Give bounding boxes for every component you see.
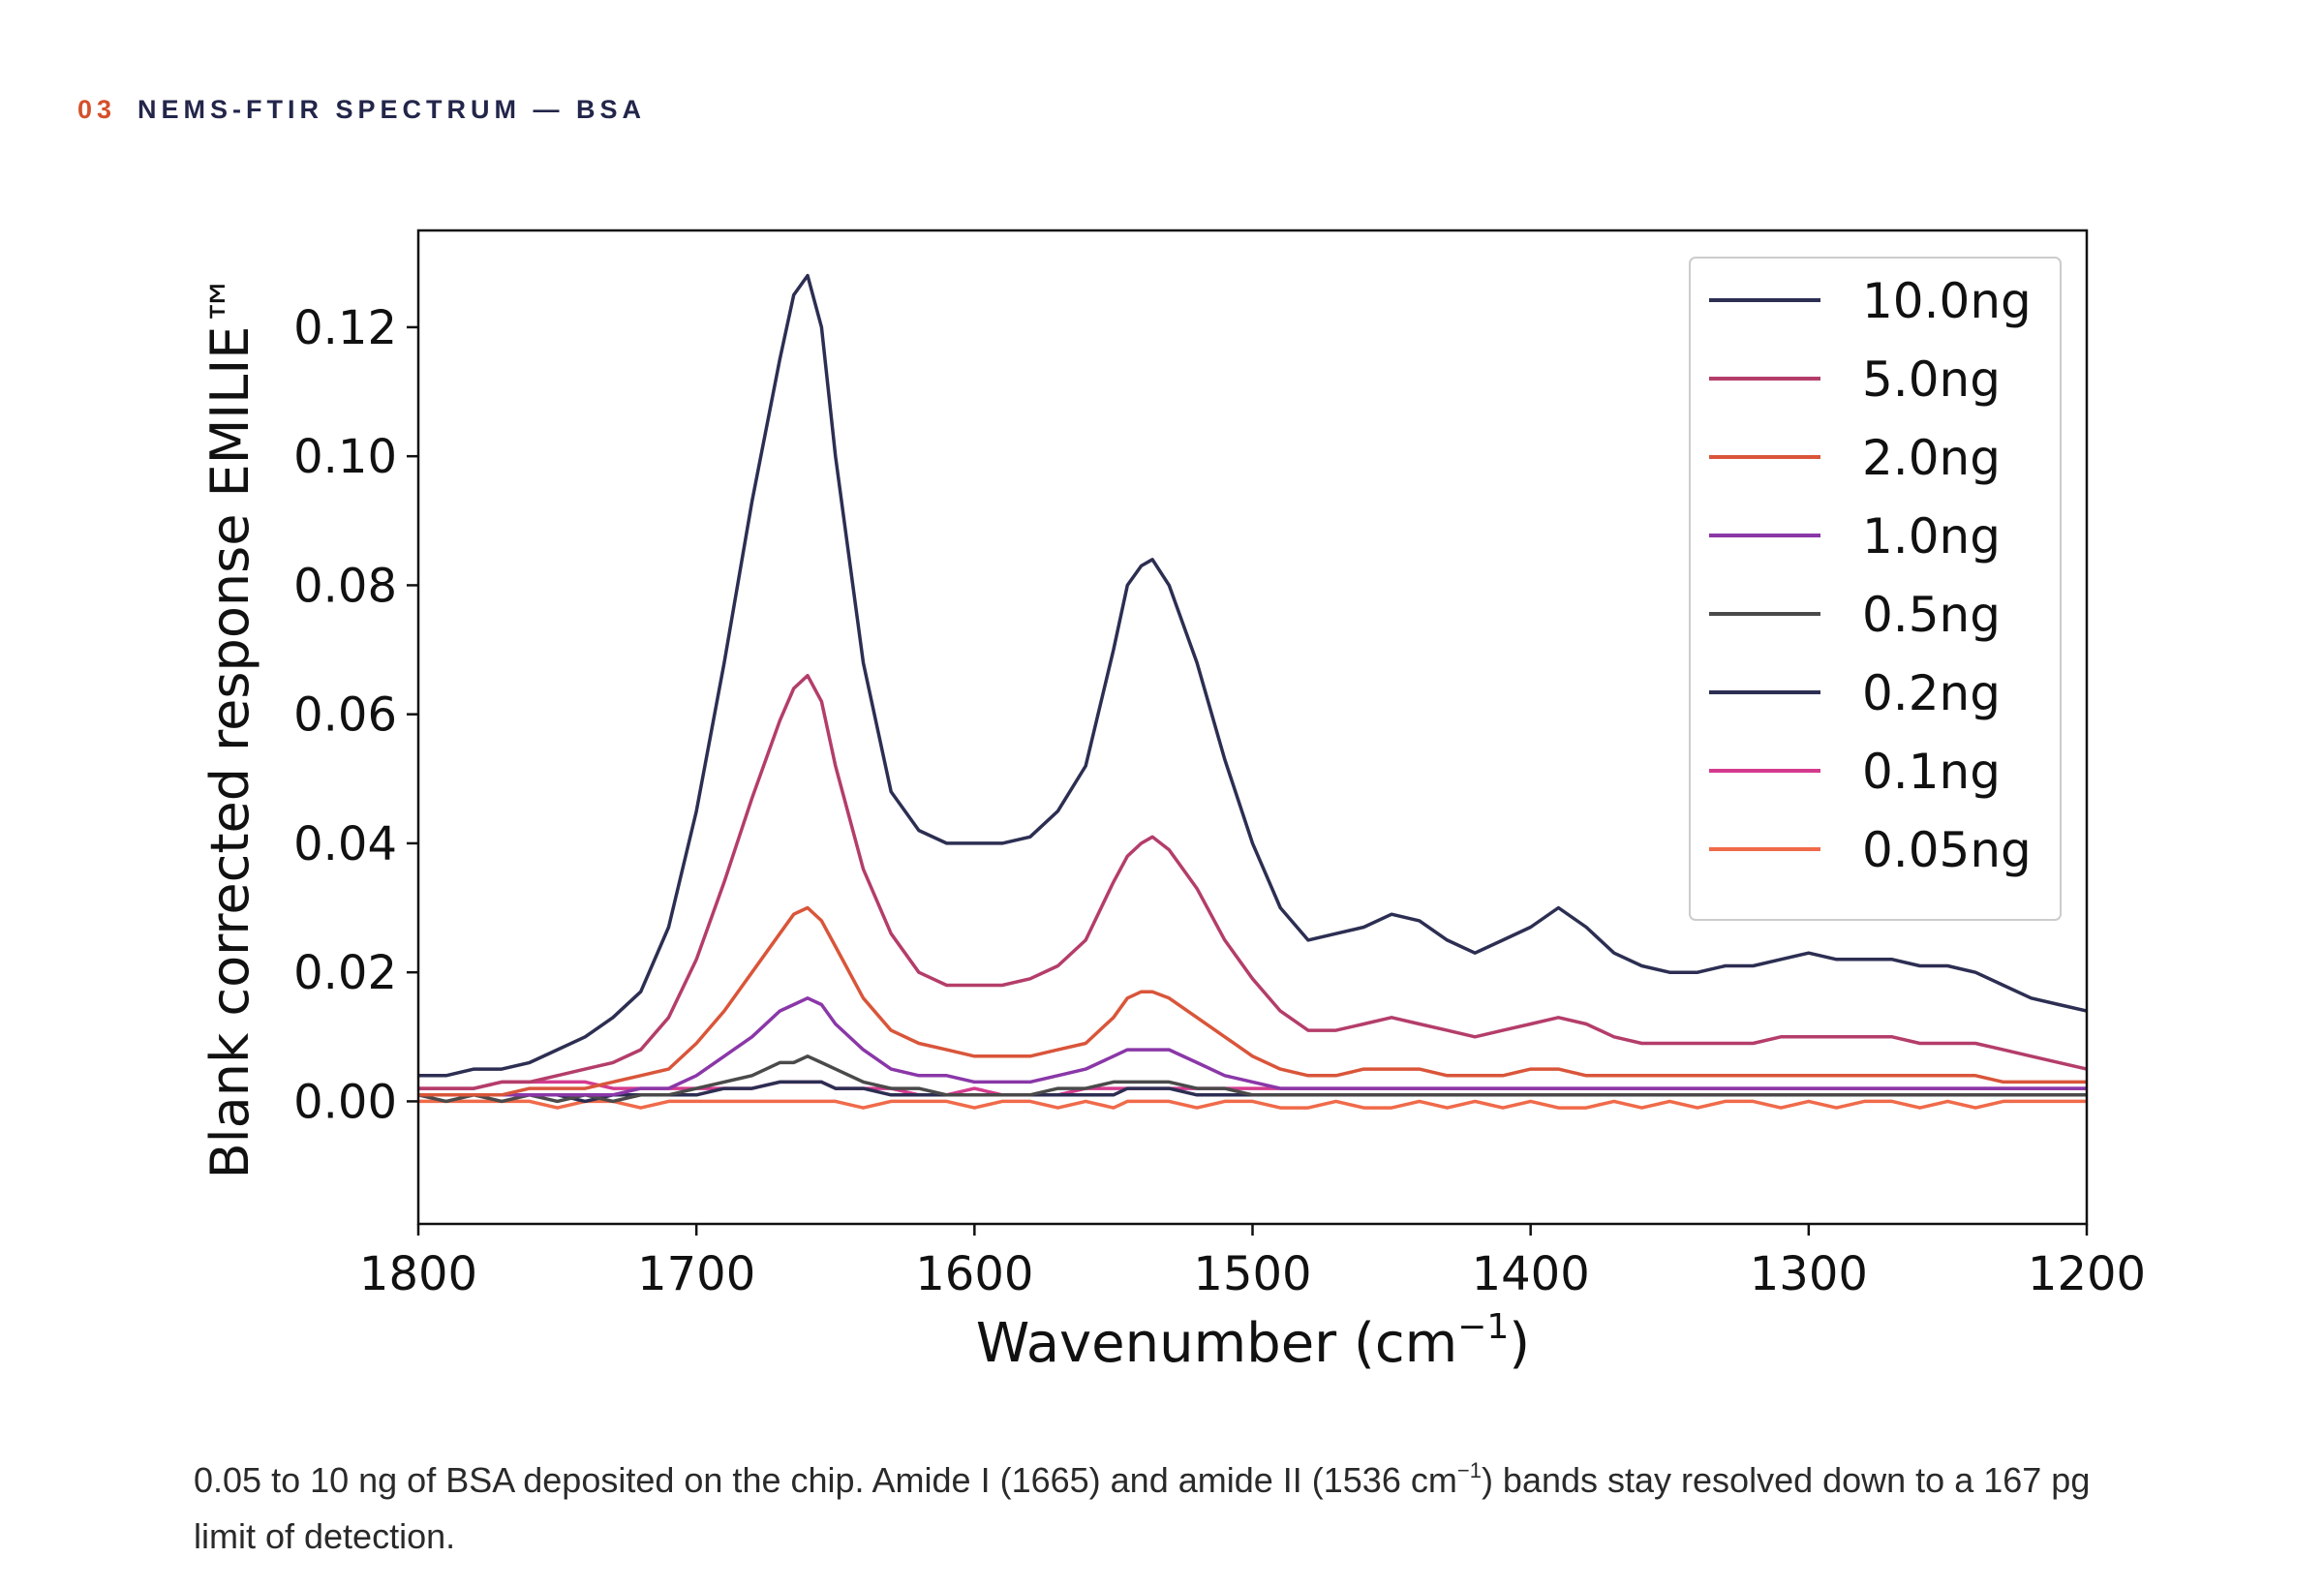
- section-number: 03: [77, 95, 117, 124]
- x-tick-label: 1800: [359, 1247, 477, 1301]
- caption-sup: −1: [1456, 1458, 1482, 1482]
- x-axis-label-sup: −1: [1457, 1307, 1509, 1347]
- x-tick-label: 1600: [915, 1247, 1033, 1301]
- legend-box: [1689, 257, 2062, 921]
- y-axis: 0.00 0.02 0.04 0.06 0.08 0.10 0.12: [293, 301, 418, 1129]
- figure-caption: 0.05 to 10 ng of BSA deposited on the ch…: [194, 1458, 2091, 1557]
- series-line-1.0ng: [418, 996, 2087, 1097]
- legend-label: 1.0ng: [1862, 508, 2001, 565]
- series-line-0.5ng: [417, 1054, 2087, 1104]
- section-title: NEMS-FTIR SPECTRUM — BSA: [138, 95, 647, 124]
- series-line-0.05ng: [418, 1099, 2087, 1110]
- y-tick-label: 0.06: [293, 688, 397, 743]
- x-axis: 1800 1700 1600 1500 1400 1300 1200: [359, 1224, 2146, 1301]
- plot-frame: [416, 229, 2089, 1226]
- legend-label: 5.0ng: [1862, 351, 2001, 408]
- section-header: 03 NEMS-FTIR SPECTRUM — BSA: [77, 95, 646, 125]
- series-line-5.0ng: [418, 673, 2088, 1090]
- y-tick-label: 0.08: [293, 559, 397, 613]
- legend: 10.0ng 5.0ng 2.0ng 1.0ng 0.5ng 0.2ng 0.1ng 0.05…: [1689, 257, 2062, 921]
- x-tick-label: 1400: [1472, 1247, 1590, 1301]
- x-axis-label-close: ): [1509, 1312, 1530, 1375]
- y-axis-label: Blank corrected response EMILIE™: [199, 274, 260, 1179]
- y-tick-label: 0.10: [293, 430, 397, 484]
- legend-label: 0.2ng: [1862, 665, 2001, 721]
- x-tick-label: 1700: [637, 1247, 755, 1301]
- legend-label: 2.0ng: [1862, 430, 2001, 486]
- legend-label: 0.05ng: [1862, 822, 2032, 878]
- legend-label: 0.1ng: [1862, 744, 2001, 800]
- x-axis-label: Wavenumber (cm−1): [976, 1307, 1530, 1375]
- y-tick-label: 0.00: [293, 1075, 397, 1129]
- series-line-10.0ng: [418, 273, 2088, 1078]
- y-tick-label: 0.12: [293, 301, 397, 355]
- legend-label: 10.0ng: [1862, 273, 2032, 329]
- series-line-0.2ng: [418, 1080, 2087, 1104]
- y-tick-label: 0.02: [293, 946, 397, 1000]
- x-tick-label: 1200: [2028, 1247, 2146, 1301]
- x-tick-label: 1300: [1750, 1247, 1868, 1301]
- spectrum-chart: 1800 1700 1600 1500 1400 1300 1200 0.000.020.0…: [199, 229, 2146, 1375]
- series-line-2.0ng: [418, 905, 2087, 1097]
- legend-label: 0.5ng: [1862, 587, 2001, 643]
- y-tick-label: 0.04: [293, 817, 397, 871]
- x-tick-label: 1500: [1193, 1247, 1311, 1301]
- series-lines: [417, 273, 2088, 1110]
